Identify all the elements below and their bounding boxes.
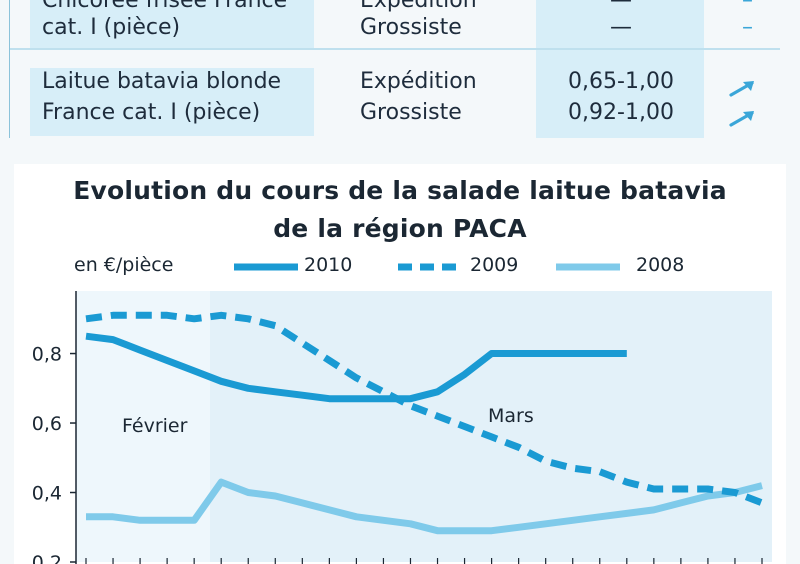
legend-label-2010: 2010 [304, 254, 353, 276]
series-line-2009 [85, 311, 764, 507]
y-tick-label: 0,8 [32, 344, 62, 366]
period-label-february: Février [122, 415, 188, 437]
row-separator [10, 48, 780, 50]
row-bg [30, 0, 314, 48]
plot-area: 0,2 0,4 0,6 0,8 Février Mars [32, 291, 772, 564]
price-value: 0,65-1,00 [568, 69, 674, 94]
legend-swatch-2010 [234, 263, 298, 271]
legend-label-2009: 2009 [470, 254, 519, 276]
y-axis-unit-label: en €/pièce [74, 254, 174, 276]
row-bg [30, 68, 314, 136]
legend-swatch-2009 [398, 263, 462, 271]
product-name: France cat. I (pièce) [42, 100, 261, 125]
price-value: — [610, 0, 632, 13]
y-tick-label: 0,6 [32, 413, 62, 435]
price-chart: Evolution du cours de la salade laitue b… [14, 164, 786, 564]
stage-label: Grossiste [360, 100, 462, 125]
series-line-2010 [85, 332, 627, 403]
series-line-2008 [86, 478, 763, 535]
y-tick-label: 0,4 [32, 483, 62, 505]
product-name: Chicorée frisée France [42, 0, 288, 13]
table-left-border [9, 0, 10, 138]
period-label-march: Mars [488, 405, 534, 427]
price-value: 0,92-1,00 [568, 100, 674, 125]
price-column-bg [536, 0, 704, 138]
y-tick-label: 0,2 [32, 552, 62, 564]
price-value: — [610, 15, 632, 40]
up-right-arrow-icon [729, 111, 754, 127]
legend-label-2008: 2008 [636, 254, 685, 276]
stage-label: Expédition [360, 0, 477, 13]
trend-flat: – [742, 0, 753, 13]
trend-flat: – [742, 15, 753, 40]
product-name: Laitue batavia blonde [42, 69, 282, 94]
price-table: Chicorée frisée France cat. I (pièce) Ex… [0, 0, 800, 148]
legend-swatch-2008 [556, 263, 620, 271]
stage-label: Expédition [360, 69, 477, 94]
product-name: cat. I (pièce) [42, 15, 181, 40]
up-right-arrow-icon [729, 81, 754, 97]
chart-subtitle: de la région PACA [273, 214, 527, 243]
chart-title: Evolution du cours de la salade laitue b… [73, 176, 727, 205]
stage-label: Grossiste [360, 15, 462, 40]
